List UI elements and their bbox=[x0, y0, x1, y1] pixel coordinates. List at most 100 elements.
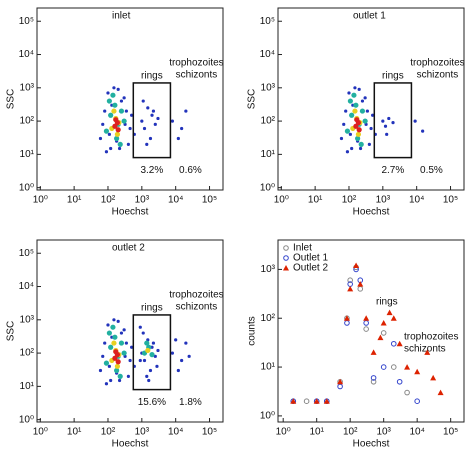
region-label: trophozoites bbox=[169, 58, 223, 69]
x-tick-label: 10⁰ bbox=[33, 195, 48, 206]
region-label: schizonts bbox=[176, 70, 218, 81]
event-dot bbox=[150, 345, 154, 349]
point bbox=[370, 378, 377, 385]
event-dot bbox=[170, 351, 174, 355]
event-dot bbox=[149, 352, 155, 358]
event-dot bbox=[360, 99, 365, 103]
event-dot bbox=[118, 108, 125, 114]
plot-frame bbox=[277, 239, 465, 423]
event-dot bbox=[110, 324, 116, 330]
event-dot bbox=[347, 91, 351, 95]
event-dot bbox=[111, 108, 117, 114]
event-dot bbox=[184, 109, 188, 113]
y-axis-title: SSC bbox=[6, 321, 17, 342]
y-axis-title: SSC bbox=[247, 89, 258, 110]
event-dot bbox=[98, 136, 103, 141]
event-dot bbox=[339, 136, 344, 141]
y-tick-label: 10³ bbox=[20, 82, 35, 93]
y-axis-title: counts bbox=[247, 316, 258, 345]
event-dot bbox=[352, 108, 358, 114]
event-dot bbox=[126, 142, 130, 146]
event-dot bbox=[350, 146, 354, 151]
legend-marker bbox=[283, 255, 289, 261]
event-dot bbox=[112, 102, 118, 108]
gate bbox=[132, 314, 172, 391]
point bbox=[414, 398, 420, 404]
event-dot bbox=[101, 354, 105, 358]
x-axis-title: Hoechst bbox=[112, 207, 149, 218]
y-tick-label: 10⁴ bbox=[19, 49, 34, 60]
x-tick-label: 10⁴ bbox=[168, 195, 183, 206]
point bbox=[396, 340, 403, 347]
event-dot bbox=[145, 347, 151, 354]
event-dot bbox=[142, 126, 147, 131]
point bbox=[390, 315, 397, 321]
y-tick-label: 10³ bbox=[20, 314, 35, 325]
point bbox=[390, 340, 397, 347]
y-tick-label: 10⁵ bbox=[19, 16, 34, 27]
y-tick-label: 10¹ bbox=[261, 149, 276, 160]
event-dot bbox=[150, 113, 154, 117]
point bbox=[344, 320, 350, 326]
event-dot bbox=[347, 98, 353, 104]
event-dot bbox=[358, 141, 364, 147]
point bbox=[424, 349, 431, 355]
event-dot bbox=[117, 373, 123, 379]
event-dot bbox=[119, 99, 124, 103]
gate-label: rings bbox=[141, 71, 163, 82]
event-dot bbox=[140, 119, 144, 123]
event-dot bbox=[112, 86, 116, 90]
event-dot bbox=[101, 122, 105, 126]
event-dot bbox=[130, 345, 134, 349]
y-tick-label: 10⁵ bbox=[19, 248, 34, 259]
event-dot bbox=[112, 318, 116, 322]
x-tick-label: 10³ bbox=[135, 195, 150, 206]
gate-label: rings bbox=[382, 71, 404, 82]
event-dot bbox=[128, 358, 132, 363]
event-dot bbox=[106, 98, 112, 104]
event-dot bbox=[371, 113, 375, 117]
point bbox=[380, 364, 387, 370]
y-tick-label: 10² bbox=[20, 116, 35, 127]
panel-title: outlet 1 bbox=[353, 11, 386, 22]
event-dot bbox=[156, 116, 160, 121]
region-label: schizonts bbox=[417, 70, 459, 81]
event-dot bbox=[103, 128, 110, 134]
event-dot bbox=[106, 330, 112, 336]
event-dot bbox=[365, 109, 369, 113]
event-dot bbox=[363, 96, 367, 100]
event-dot bbox=[413, 119, 417, 123]
point bbox=[353, 262, 360, 269]
event-dot bbox=[108, 344, 114, 350]
event-dot bbox=[103, 109, 107, 113]
event-dot bbox=[110, 92, 116, 98]
region-label: schizonts bbox=[176, 302, 218, 313]
y-tick-label: 10⁵ bbox=[260, 16, 275, 27]
event-dot bbox=[112, 334, 118, 340]
event-dot bbox=[104, 150, 109, 154]
point bbox=[303, 398, 310, 404]
x-axis-title: Hoechst bbox=[353, 439, 390, 450]
event-dot bbox=[114, 363, 121, 369]
event-dot bbox=[176, 136, 180, 141]
gate-label: rings bbox=[141, 303, 163, 314]
event-dot bbox=[117, 378, 122, 383]
event-dot bbox=[126, 374, 130, 378]
plot-frame bbox=[36, 7, 224, 191]
y-tick-label: 10¹ bbox=[261, 362, 276, 373]
event-dot bbox=[112, 123, 118, 129]
event-dot bbox=[146, 106, 150, 110]
point bbox=[377, 334, 384, 341]
event-dot bbox=[174, 338, 178, 342]
event-dot bbox=[353, 86, 357, 90]
annotation: trophozoites bbox=[404, 332, 458, 343]
event-dot bbox=[351, 92, 357, 98]
point bbox=[290, 398, 297, 404]
event-dot bbox=[118, 340, 125, 346]
event-dot bbox=[114, 131, 121, 137]
region-label: trophozoites bbox=[410, 58, 464, 69]
event-dot bbox=[112, 355, 118, 361]
x-axis-title: Hoechst bbox=[112, 439, 149, 450]
event-dot bbox=[367, 142, 371, 146]
